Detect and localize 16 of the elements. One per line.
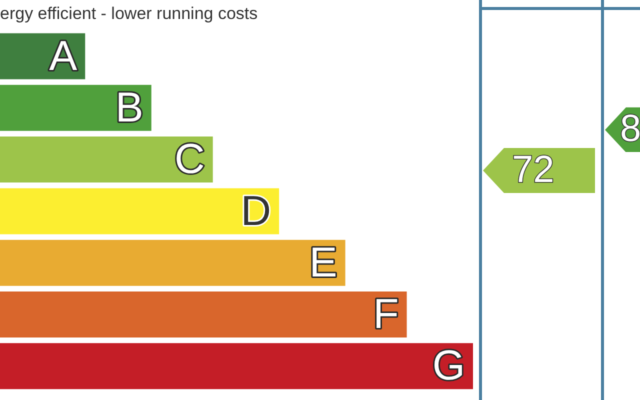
y-tick-label: G [432,342,465,389]
bar [0,84,152,131]
y-tick-label: C [174,135,205,182]
text: 8 [620,107,640,152]
y-tick-label: B [115,83,144,130]
bar [0,240,346,286]
bar [0,343,473,390]
bar [0,136,213,183]
y-tick-label: D [240,186,272,234]
y-tick-label: F [373,290,399,338]
text: 72 [512,148,554,194]
bar [0,292,407,338]
chart-title: ergy efficient - lower running costs [0,4,258,23]
bar [0,188,280,234]
y-tick-label: E [309,238,338,286]
y-tick-label: A [49,32,78,79]
